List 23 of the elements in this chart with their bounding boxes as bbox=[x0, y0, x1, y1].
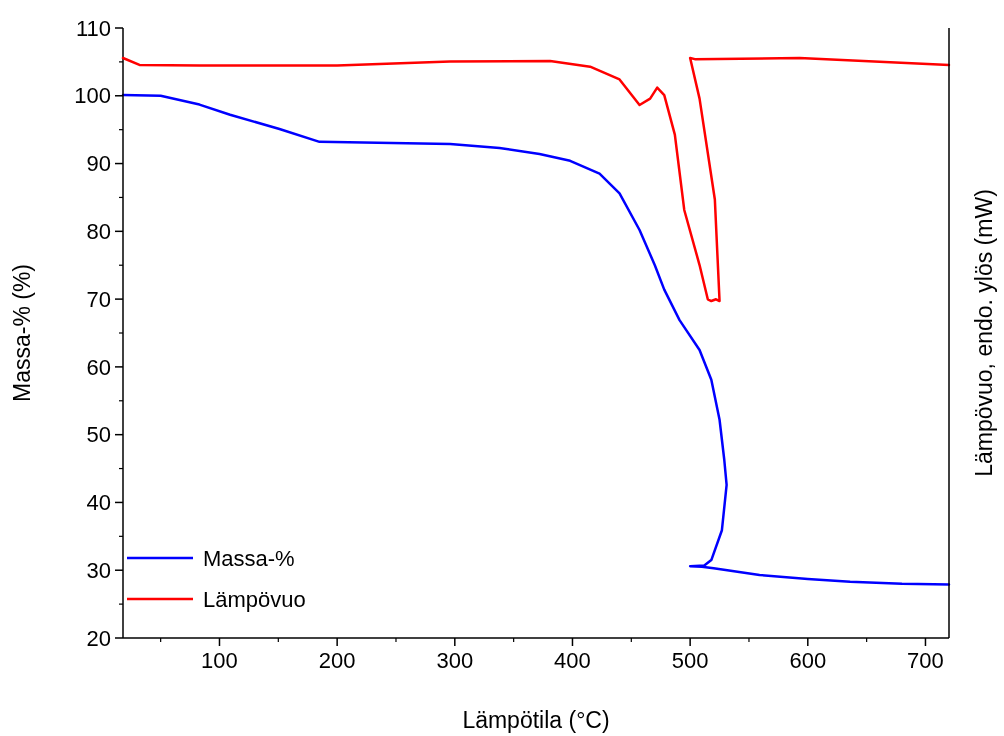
y-tick-label: 40 bbox=[86, 490, 111, 516]
y-axis-title: Massa-% (%) bbox=[9, 263, 35, 403]
legend-label: Massa-% bbox=[203, 545, 295, 571]
y-tick-label: 50 bbox=[86, 422, 111, 448]
x-tick-label: 500 bbox=[671, 648, 709, 673]
x-tick-label: 100 bbox=[201, 648, 238, 673]
line-series bbox=[121, 93, 951, 586]
y-tick-label: 70 bbox=[86, 286, 111, 312]
x-axis-title: Lämpötila (°C) bbox=[462, 707, 610, 733]
y-tick-label: 100 bbox=[74, 83, 111, 109]
legend-label: Lämpövuo bbox=[203, 586, 306, 612]
x-tick-label: 300 bbox=[436, 648, 474, 673]
y-tick-label: 80 bbox=[86, 219, 111, 245]
y-tick-label: 90 bbox=[86, 151, 111, 177]
y-axis-title: Lämpövuo, endo. ylös (mW) bbox=[971, 189, 997, 477]
y-tick-label: 60 bbox=[86, 354, 111, 380]
y-tick-label: 20 bbox=[86, 625, 111, 651]
y-tick-label: 110 bbox=[75, 15, 111, 41]
x-tick-label: 600 bbox=[789, 648, 827, 673]
x-tick-label: 700 bbox=[907, 648, 944, 673]
y-tick-label: 30 bbox=[86, 557, 111, 583]
x-tick-label: 400 bbox=[554, 648, 591, 673]
x-tick-label: 200 bbox=[318, 648, 356, 673]
